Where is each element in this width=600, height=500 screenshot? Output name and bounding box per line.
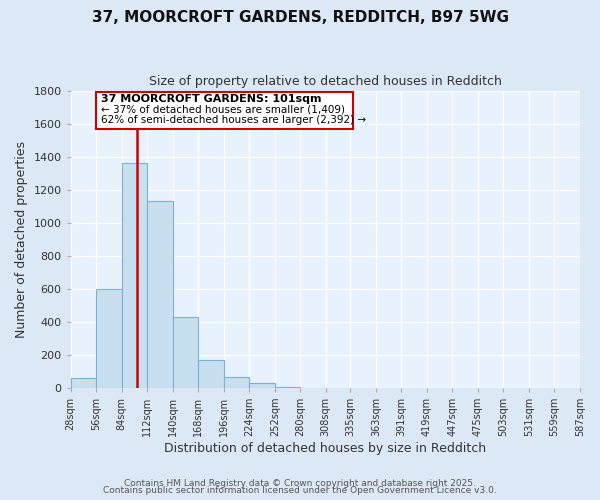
Title: Size of property relative to detached houses in Redditch: Size of property relative to detached ho… [149,75,502,88]
Y-axis label: Number of detached properties: Number of detached properties [15,140,28,338]
Bar [224,377,249,388]
Bar [147,201,173,388]
Text: 62% of semi-detached houses are larger (2,392) →: 62% of semi-detached houses are larger (… [101,115,367,125]
Bar [173,317,198,388]
Text: Contains public sector information licensed under the Open Government Licence v3: Contains public sector information licen… [103,486,497,495]
Bar [122,163,147,388]
Bar [96,289,122,388]
Text: 37 MOORCROFT GARDENS: 101sqm: 37 MOORCROFT GARDENS: 101sqm [101,94,322,104]
X-axis label: Distribution of detached houses by size in Redditch: Distribution of detached houses by size … [164,442,487,455]
Text: Contains HM Land Registry data © Crown copyright and database right 2025.: Contains HM Land Registry data © Crown c… [124,478,476,488]
Bar [249,383,275,388]
Bar [71,378,96,388]
FancyBboxPatch shape [96,92,353,130]
Bar [275,387,300,388]
Text: 37, MOORCROFT GARDENS, REDDITCH, B97 5WG: 37, MOORCROFT GARDENS, REDDITCH, B97 5WG [91,10,509,25]
Bar [198,360,224,388]
Text: ← 37% of detached houses are smaller (1,409): ← 37% of detached houses are smaller (1,… [101,104,346,115]
